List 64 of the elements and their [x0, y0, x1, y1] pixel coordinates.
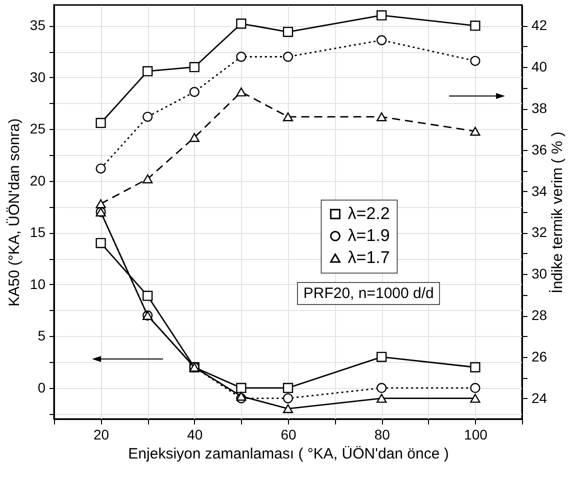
point — [470, 394, 480, 403]
point — [236, 87, 246, 96]
point — [376, 394, 387, 403]
x-tick-label: 40 — [187, 426, 203, 442]
point — [470, 56, 480, 66]
point — [236, 52, 246, 62]
x-tick-label: 80 — [374, 426, 390, 442]
y-tick-label: 20 — [30, 172, 46, 188]
point — [282, 26, 294, 37]
y-tick-label: 5 — [38, 328, 46, 344]
point — [236, 382, 246, 394]
y2-tick-label: 26 — [532, 348, 548, 364]
y-tick-label: 10 — [30, 276, 46, 292]
point — [96, 163, 106, 174]
point — [376, 112, 387, 122]
y-tick-label: 15 — [30, 224, 46, 240]
point — [470, 382, 480, 394]
y-tick-label: 35 — [30, 17, 46, 34]
legend-label: λ=1.9 — [348, 226, 390, 246]
y-tick-label: 30 — [30, 68, 46, 85]
x-tick-label: 20 — [94, 426, 110, 442]
x-tick-label: 60 — [280, 426, 296, 442]
annotation: PRF20, n=1000 d/d — [297, 282, 440, 306]
point — [96, 199, 106, 208]
point — [376, 382, 387, 394]
y-tick-label: 25 — [30, 120, 46, 137]
legend-label: λ=1.7 — [348, 248, 390, 268]
legend-label: λ=2.2 — [348, 204, 390, 224]
point — [282, 404, 294, 414]
point — [189, 133, 200, 142]
x-axis-title: Enjeksiyon zamanlaması ( °KA, ÜÖN'dan önce ) — [128, 446, 449, 462]
point — [142, 112, 153, 122]
point — [376, 35, 387, 46]
y2-tick-label: 34 — [532, 182, 548, 199]
x-tick-label: 100 — [464, 426, 488, 442]
point — [282, 393, 294, 404]
point — [142, 66, 153, 76]
y2-tick-label: 42 — [532, 17, 548, 34]
point — [142, 290, 153, 301]
point — [189, 62, 200, 72]
point — [470, 362, 480, 372]
point — [236, 392, 246, 401]
point — [96, 238, 106, 248]
point — [470, 20, 480, 31]
y2-tick-label: 36 — [532, 141, 548, 158]
point — [96, 118, 106, 128]
point — [376, 10, 387, 20]
point — [282, 382, 294, 394]
y2-tick-label: 38 — [532, 100, 548, 116]
y2-tick-label: 30 — [532, 266, 548, 282]
point — [142, 174, 153, 184]
y2-axis-title: İndike termik verim ( % ) — [548, 132, 566, 294]
y2-tick-label: 40 — [532, 58, 548, 75]
point — [236, 18, 246, 29]
y2-tick-label: 24 — [532, 390, 548, 406]
point — [376, 352, 387, 362]
y-axis-title: KA50 (°KA, ÜÖN'dan sonra) — [6, 118, 23, 307]
y2-tick-label: 32 — [532, 224, 548, 240]
point — [470, 126, 480, 136]
point — [282, 52, 294, 62]
y2-tick-label: 28 — [532, 307, 548, 323]
point — [282, 112, 294, 122]
point — [189, 86, 200, 98]
y-tick-label: 0 — [38, 379, 46, 396]
